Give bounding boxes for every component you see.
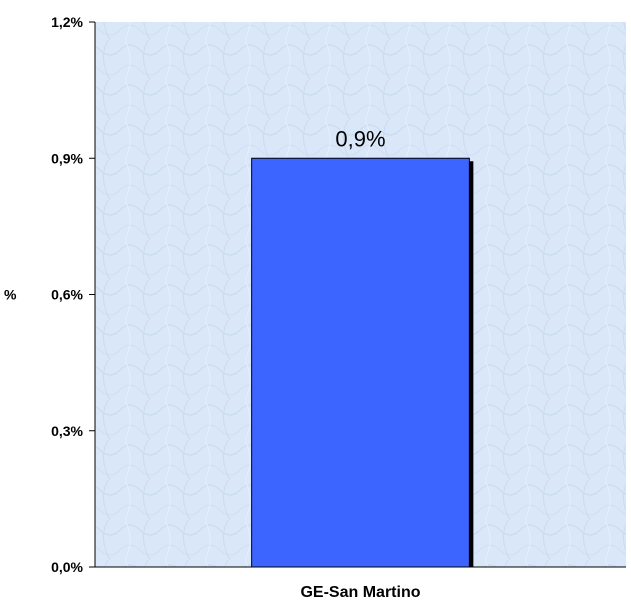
y-tick-label: 0,6% <box>51 287 83 303</box>
y-axis-title: % <box>4 287 17 303</box>
x-category-label: GE-San Martino <box>300 584 420 601</box>
y-tick-label: 1,2% <box>51 14 83 30</box>
bar-data-label: 0,9% <box>335 126 385 151</box>
y-axis: 0,0% 0,3% 0,6% 0,9% 1,2% <box>51 14 96 575</box>
y-tick-label: 0,9% <box>51 150 83 166</box>
x-axis: GE-San Martino <box>95 566 626 601</box>
y-tick-label: 0,0% <box>51 559 83 575</box>
bar <box>251 157 470 568</box>
y-tick-label: 0,3% <box>51 423 83 439</box>
bars: 0,9% <box>251 126 474 568</box>
